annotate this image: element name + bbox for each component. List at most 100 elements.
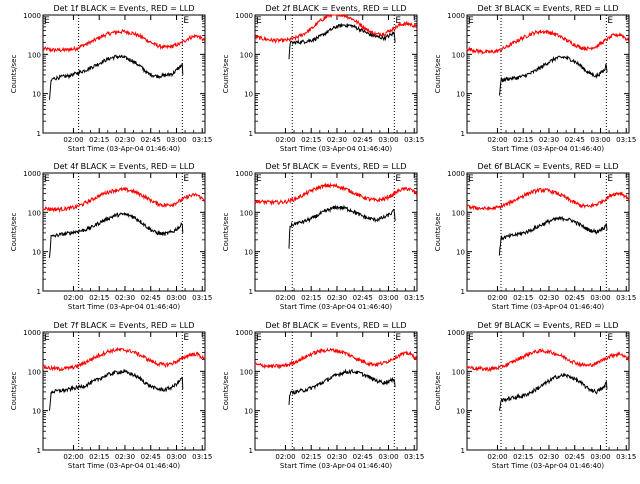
x-tick-label: 03:00 — [166, 136, 186, 144]
y-tick-label: 10 — [32, 249, 41, 257]
y-tick-label: 100 — [452, 209, 465, 217]
x-tick-label: 02:15 — [513, 136, 533, 144]
event-marker-label: E — [395, 333, 401, 343]
x-tick-label: 03:00 — [378, 453, 398, 461]
x-tick-label: 02:45 — [565, 294, 585, 302]
y-axis-label: Counts/sec — [222, 372, 230, 411]
x-tick-label: 02:45 — [353, 136, 373, 144]
events-series-line — [498, 215, 608, 256]
x-axis-label: Start Time (03-Apr-04 01:46:40) — [68, 145, 180, 153]
x-axis-label: Start Time (03-Apr-04 01:46:40) — [280, 303, 392, 311]
x-tick-label: 03:15 — [404, 453, 424, 461]
y-tick-label: 100 — [240, 51, 253, 59]
x-tick-label: 03:15 — [616, 136, 636, 144]
lld-series-line — [254, 347, 418, 370]
panel-title: Det 4f BLACK = Events, RED = LLD — [53, 162, 194, 171]
y-tick-label: 1 — [37, 130, 41, 138]
panel-7: Det 7f BLACK = Events, RED = LLD 1 10 100 10… — [10, 321, 212, 470]
x-axis-label: Start Time (03-Apr-04 01:46:40) — [280, 145, 392, 153]
panel-title: Det 1f BLACK = Events, RED = LLD — [53, 4, 194, 13]
y-tick-label: 1 — [249, 130, 253, 138]
x-tick-label: 02:00 — [63, 453, 83, 461]
y-tick-label: 1 — [461, 130, 465, 138]
x-tick-label: 03:15 — [616, 294, 636, 302]
events-series-line — [288, 204, 396, 249]
lld-series-line — [466, 187, 630, 211]
lld-series-line — [42, 346, 206, 372]
x-tick-label: 02:15 — [301, 136, 321, 144]
y-tick-label: 100 — [240, 368, 253, 376]
panel-title: Det 6f BLACK = Events, RED = LLD — [477, 162, 618, 171]
event-marker-label: E — [607, 333, 613, 343]
x-tick-label: 02:00 — [487, 136, 507, 144]
x-tick-label: 02:45 — [565, 453, 585, 461]
panel-title: Det 5f BLACK = Events, RED = LLD — [265, 162, 406, 171]
y-tick-label: 1 — [461, 288, 465, 296]
x-tick-label: 02:30 — [539, 294, 559, 302]
event-marker-label: E — [44, 16, 50, 26]
y-tick-label: 100 — [240, 209, 253, 217]
plot-frame — [466, 14, 630, 134]
y-tick-label: 1000 — [23, 12, 41, 20]
event-marker-label: E — [256, 16, 262, 26]
panel-title: Det 3f BLACK = Events, RED = LLD — [477, 4, 618, 13]
panel-1: Det 1f BLACK = Events, RED = LLD 1 10 100 10… — [10, 4, 212, 153]
x-tick-label: 03:00 — [590, 453, 610, 461]
event-marker-label: E — [44, 333, 50, 343]
x-tick-label: 03:15 — [404, 294, 424, 302]
y-tick-label: 1000 — [23, 329, 41, 337]
x-axis-label: Start Time (03-Apr-04 01:46:40) — [492, 145, 604, 153]
y-tick-label: 100 — [28, 209, 41, 217]
lld-series-line — [254, 182, 418, 206]
x-tick-label: 03:15 — [616, 453, 636, 461]
y-tick-label: 10 — [456, 408, 465, 416]
y-tick-label: 100 — [28, 368, 41, 376]
x-tick-label: 02:15 — [89, 294, 109, 302]
event-marker-label: E — [607, 16, 613, 26]
y-axis-label: Counts/sec — [434, 213, 442, 252]
y-axis-label: Counts/sec — [434, 372, 442, 411]
x-tick-label: 02:30 — [115, 453, 135, 461]
panel-3: Det 3f BLACK = Events, RED = LLD 1 10 100 10… — [434, 4, 636, 153]
x-tick-label: 02:00 — [275, 453, 295, 461]
panel-title: Det 7f BLACK = Events, RED = LLD — [53, 321, 194, 330]
event-marker-label: E — [395, 16, 401, 26]
plot-frame — [254, 172, 418, 292]
y-tick-label: 100 — [452, 368, 465, 376]
x-tick-label: 02:45 — [353, 294, 373, 302]
events-series-line — [49, 211, 184, 258]
event-marker-label: E — [44, 174, 50, 184]
y-axis-label: Counts/sec — [10, 213, 18, 252]
event-marker-label: E — [256, 174, 262, 184]
x-tick-label: 02:00 — [487, 294, 507, 302]
panel-title: Det 9f BLACK = Events, RED = LLD — [477, 321, 618, 330]
x-tick-label: 03:00 — [378, 294, 398, 302]
x-tick-label: 02:45 — [565, 136, 585, 144]
x-tick-label: 03:00 — [166, 453, 186, 461]
x-tick-label: 02:15 — [513, 453, 533, 461]
x-tick-label: 03:00 — [166, 294, 186, 302]
y-axis-label: Counts/sec — [222, 213, 230, 252]
y-tick-label: 10 — [244, 249, 253, 257]
lld-series-line — [42, 186, 206, 213]
x-tick-label: 02:00 — [63, 294, 83, 302]
plot-frame — [466, 331, 630, 451]
plot-frame — [42, 331, 206, 451]
x-tick-label: 02:15 — [513, 294, 533, 302]
event-marker-label: E — [183, 333, 189, 343]
y-tick-label: 10 — [456, 91, 465, 99]
y-tick-label: 1 — [461, 447, 465, 455]
y-axis-label: Counts/sec — [222, 55, 230, 94]
y-tick-label: 1 — [37, 288, 41, 296]
x-tick-label: 03:00 — [590, 294, 610, 302]
event-marker-label: E — [395, 174, 401, 184]
x-tick-label: 02:45 — [141, 294, 161, 302]
x-tick-label: 03:00 — [590, 136, 610, 144]
x-tick-label: 02:30 — [327, 294, 347, 302]
event-marker-label: E — [607, 174, 613, 184]
events-series-line — [49, 54, 184, 100]
x-tick-label: 02:30 — [115, 294, 135, 302]
y-axis-label: Counts/sec — [10, 55, 18, 94]
